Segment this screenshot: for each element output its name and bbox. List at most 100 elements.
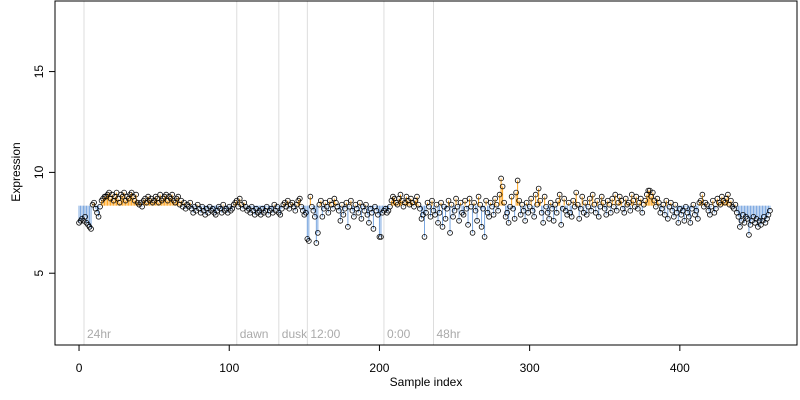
point <box>133 191 139 198</box>
point <box>513 189 519 196</box>
point <box>157 191 163 198</box>
point <box>95 213 102 220</box>
point <box>621 209 628 216</box>
point <box>490 211 497 218</box>
point <box>492 195 498 202</box>
point <box>583 211 590 218</box>
point <box>553 209 560 216</box>
point <box>417 205 423 212</box>
point <box>442 215 449 222</box>
point <box>263 203 270 210</box>
point <box>690 201 697 208</box>
point <box>489 203 495 210</box>
point <box>349 207 356 214</box>
point <box>735 213 742 220</box>
point <box>472 207 479 214</box>
point <box>423 209 429 216</box>
point <box>274 203 281 210</box>
point <box>474 217 480 224</box>
annotation-label: dusk <box>282 327 308 341</box>
annotation-label: 48hr <box>437 327 461 341</box>
x-tick-label: 0 <box>76 361 83 375</box>
point <box>436 209 443 216</box>
point <box>540 220 546 226</box>
point <box>82 213 88 220</box>
point <box>625 199 632 206</box>
point <box>598 193 605 200</box>
point <box>501 199 507 206</box>
point <box>330 205 336 212</box>
point <box>285 197 291 204</box>
point <box>312 213 318 220</box>
point <box>531 213 537 220</box>
point <box>523 199 530 206</box>
point <box>555 197 561 204</box>
point <box>358 215 365 222</box>
point <box>375 211 381 218</box>
point <box>592 209 599 216</box>
annotation-label: 0:00 <box>387 327 411 341</box>
x-tick-label: 200 <box>369 361 389 375</box>
point <box>448 201 455 208</box>
point <box>510 205 516 212</box>
point <box>588 207 595 214</box>
point <box>543 203 549 210</box>
point <box>444 205 450 212</box>
point <box>426 203 432 210</box>
point <box>586 195 593 202</box>
y-axis-label: Expression <box>9 142 23 201</box>
annotation-label: 24hr <box>87 327 111 341</box>
point <box>699 191 706 198</box>
point <box>337 217 344 224</box>
point <box>480 205 486 212</box>
point <box>411 203 417 210</box>
point <box>465 222 471 228</box>
point <box>351 213 357 220</box>
point <box>468 203 474 210</box>
point <box>355 209 362 216</box>
point <box>744 215 751 222</box>
point <box>297 195 303 202</box>
point <box>707 211 713 218</box>
point <box>544 209 551 216</box>
x-tick-label: 100 <box>219 361 239 375</box>
point <box>633 193 640 200</box>
point <box>737 224 743 230</box>
point <box>558 222 564 228</box>
point <box>537 197 543 204</box>
point <box>236 195 243 202</box>
point <box>432 211 438 218</box>
point <box>713 205 719 212</box>
point <box>698 197 704 204</box>
point <box>618 197 625 204</box>
point <box>456 217 462 224</box>
point <box>681 217 688 224</box>
y-tick-label: 15 <box>32 65 46 79</box>
annotation-label: dawn <box>240 327 269 341</box>
y-tick-label: 10 <box>32 165 46 179</box>
point <box>486 213 492 220</box>
point <box>421 234 428 240</box>
point <box>315 230 321 236</box>
point <box>477 201 483 208</box>
point <box>552 201 558 208</box>
point <box>292 207 299 214</box>
point <box>113 189 120 196</box>
y-tick-label: 5 <box>32 270 46 277</box>
point <box>574 201 581 208</box>
point <box>672 201 679 208</box>
point <box>570 197 576 204</box>
point <box>306 238 312 244</box>
point <box>594 197 601 204</box>
point <box>357 199 363 206</box>
point <box>457 199 464 206</box>
point <box>505 220 512 226</box>
point <box>511 215 518 222</box>
point <box>498 175 504 182</box>
point <box>439 224 446 230</box>
point <box>663 197 670 204</box>
point <box>708 203 715 210</box>
point <box>169 191 175 198</box>
point <box>525 209 531 216</box>
